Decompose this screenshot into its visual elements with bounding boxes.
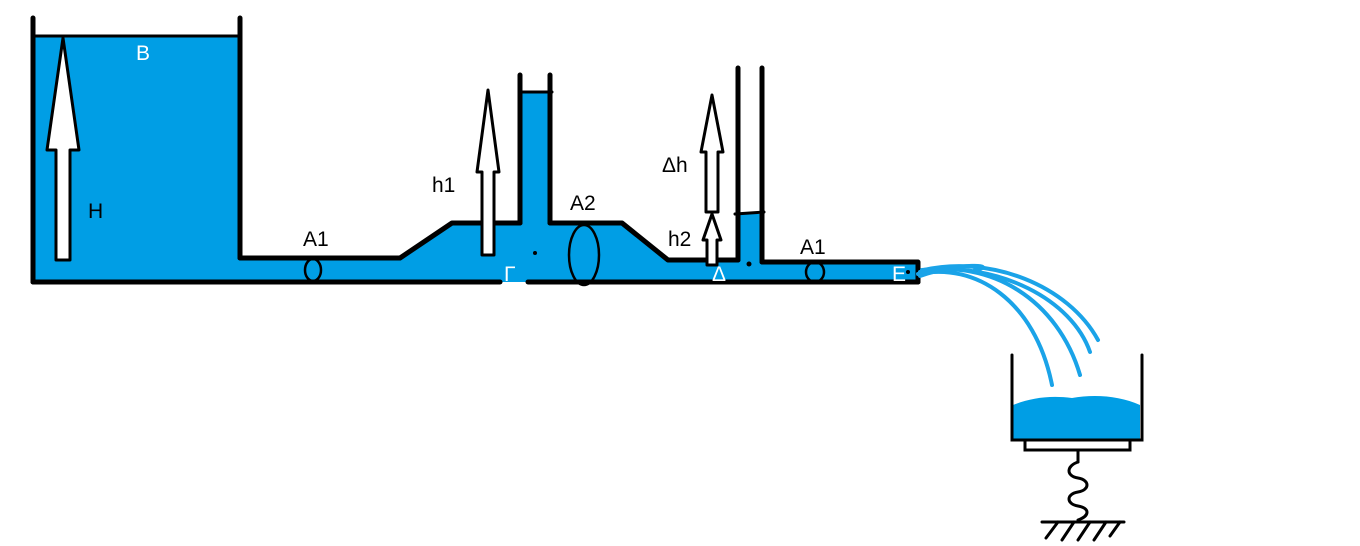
point-gamma-dot (533, 251, 537, 255)
label-A1-left: A1 (303, 228, 329, 251)
cross-section-a1-right (804, 260, 826, 284)
label-E: E (892, 263, 906, 286)
tank-water (1013, 396, 1140, 440)
label-A2: A2 (570, 192, 596, 215)
arrow-h2 (701, 212, 723, 267)
point-e-dot (906, 270, 910, 274)
label-delta: Δ (712, 263, 726, 286)
point-delta-dot (746, 261, 752, 267)
ground-hatching (1044, 520, 1122, 542)
label-gamma: Γ (504, 263, 516, 286)
label-delta-h: Δh (662, 154, 688, 177)
water-jet (916, 263, 1100, 387)
piezometer-tube-1 (517, 72, 554, 226)
label-H: H (88, 200, 103, 223)
cross-section-a1-left (303, 257, 323, 283)
cross-section-a2 (567, 223, 601, 287)
label-h1: h1 (432, 174, 455, 197)
piezometer-tube-2 (733, 65, 766, 265)
arrow-h1 (475, 88, 501, 257)
spring (1040, 460, 1126, 524)
label-h2: h2 (668, 228, 691, 251)
arrow-delta-h (699, 93, 725, 214)
label-B: B (136, 42, 150, 65)
label-A1-right: A1 (800, 236, 826, 259)
water-body (32, 36, 918, 282)
collecting-tank (1010, 353, 1144, 464)
arrow-H (45, 36, 81, 262)
reservoir-outline (30, 15, 243, 285)
